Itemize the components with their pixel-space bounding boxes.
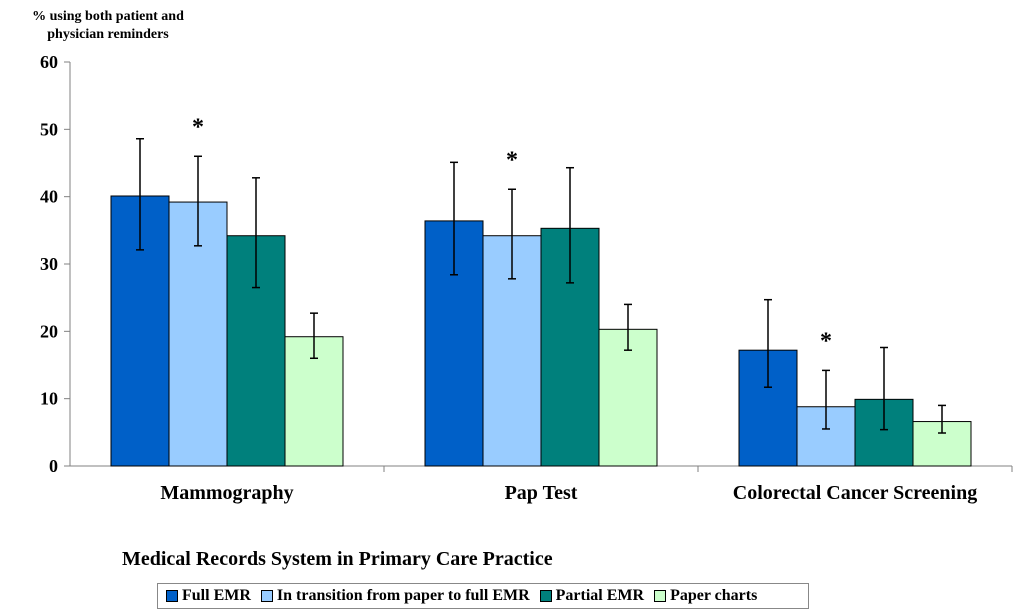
legend-swatch: [260, 590, 273, 602]
legend-item-partial-emr: Partial EMR: [539, 587, 645, 605]
x-category-label: Mammography: [160, 482, 293, 504]
legend-swatch: [166, 590, 178, 602]
y-tick-label: 0: [49, 456, 58, 476]
bar-chart: 0 10 20 30 40 50 60 Mammography Pap Test Colorect…: [40, 52, 1013, 504]
legend-swatch: [654, 590, 667, 602]
legend: Full EMR In transition from paper to ful…: [157, 583, 809, 609]
bar: [598, 328, 658, 467]
significance-asterisk: *: [820, 328, 832, 354]
y-tick-label: 50: [40, 119, 58, 139]
significance-asterisk: *: [192, 114, 204, 140]
y-axis-label: % using both patient and physician remin…: [32, 9, 184, 42]
legend-label: In transition from paper to full EMR: [276, 587, 530, 604]
legend-swatch: [539, 590, 552, 602]
legend-item-paper-charts: Paper charts: [654, 587, 757, 605]
significance-asterisk: *: [506, 147, 518, 173]
legend-title: Medical Records System in Primary Care P…: [122, 548, 553, 570]
legend-item-transition: In transition from paper to full EMR: [260, 587, 530, 605]
x-category-label: Colorectal Cancer Screening: [733, 482, 977, 504]
legend-label: Paper charts: [670, 587, 758, 604]
y-tick-label: 40: [40, 187, 58, 207]
legend-label: Full EMR: [182, 587, 251, 604]
y-tick-label: 10: [40, 389, 58, 409]
legend-item-full-emr: Full EMR: [166, 587, 251, 605]
y-tick-label: 30: [40, 254, 58, 274]
x-category-label: Pap Test: [505, 482, 578, 504]
y-tick-label: 20: [40, 321, 58, 341]
legend-label: Partial EMR: [555, 587, 645, 604]
y-tick-label: 60: [40, 52, 58, 72]
